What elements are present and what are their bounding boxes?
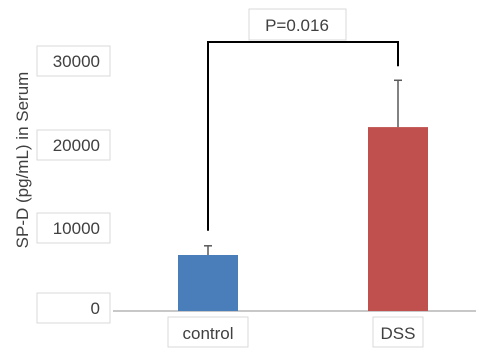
annotation-box: [248, 8, 347, 41]
category-labels: control DSS: [167, 316, 424, 348]
category-label: control: [182, 324, 233, 343]
category-box: [372, 316, 424, 348]
y-tick-labels: 0 10000 20000 30000: [36, 45, 111, 324]
bar: [178, 254, 238, 311]
category-label: DSS: [381, 324, 416, 343]
significance-bracket: P=0.016: [207, 8, 399, 231]
y-tick-box: [36, 212, 111, 244]
y-tick-box: [36, 129, 111, 161]
bracket-line: [207, 41, 399, 231]
category-box: [167, 316, 249, 348]
y-tick-label: 30000: [53, 52, 100, 71]
y-tick-label: 10000: [53, 219, 100, 238]
y-tick-label: 0: [91, 299, 100, 318]
bars-group: [178, 127, 428, 311]
y-axis-label: SP-D (pg/mL) in Serum: [13, 72, 32, 249]
y-tick-box: [36, 45, 111, 77]
error-bars-group: [204, 79, 402, 255]
bar: [368, 127, 428, 311]
annotation-label: P=0.016: [265, 16, 329, 35]
y-tick-box: [36, 292, 111, 324]
y-tick-label: 20000: [53, 136, 100, 155]
